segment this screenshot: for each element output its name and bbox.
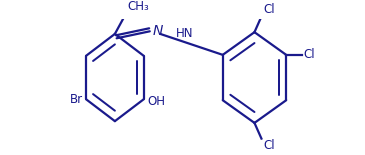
Text: Cl: Cl [263,140,275,153]
Text: Cl: Cl [263,3,275,16]
Text: Cl: Cl [304,48,315,61]
Text: OH: OH [147,95,165,108]
Text: HN: HN [176,27,193,40]
Text: N: N [153,24,163,38]
Text: Br: Br [70,93,83,106]
Text: CH₃: CH₃ [127,0,149,13]
